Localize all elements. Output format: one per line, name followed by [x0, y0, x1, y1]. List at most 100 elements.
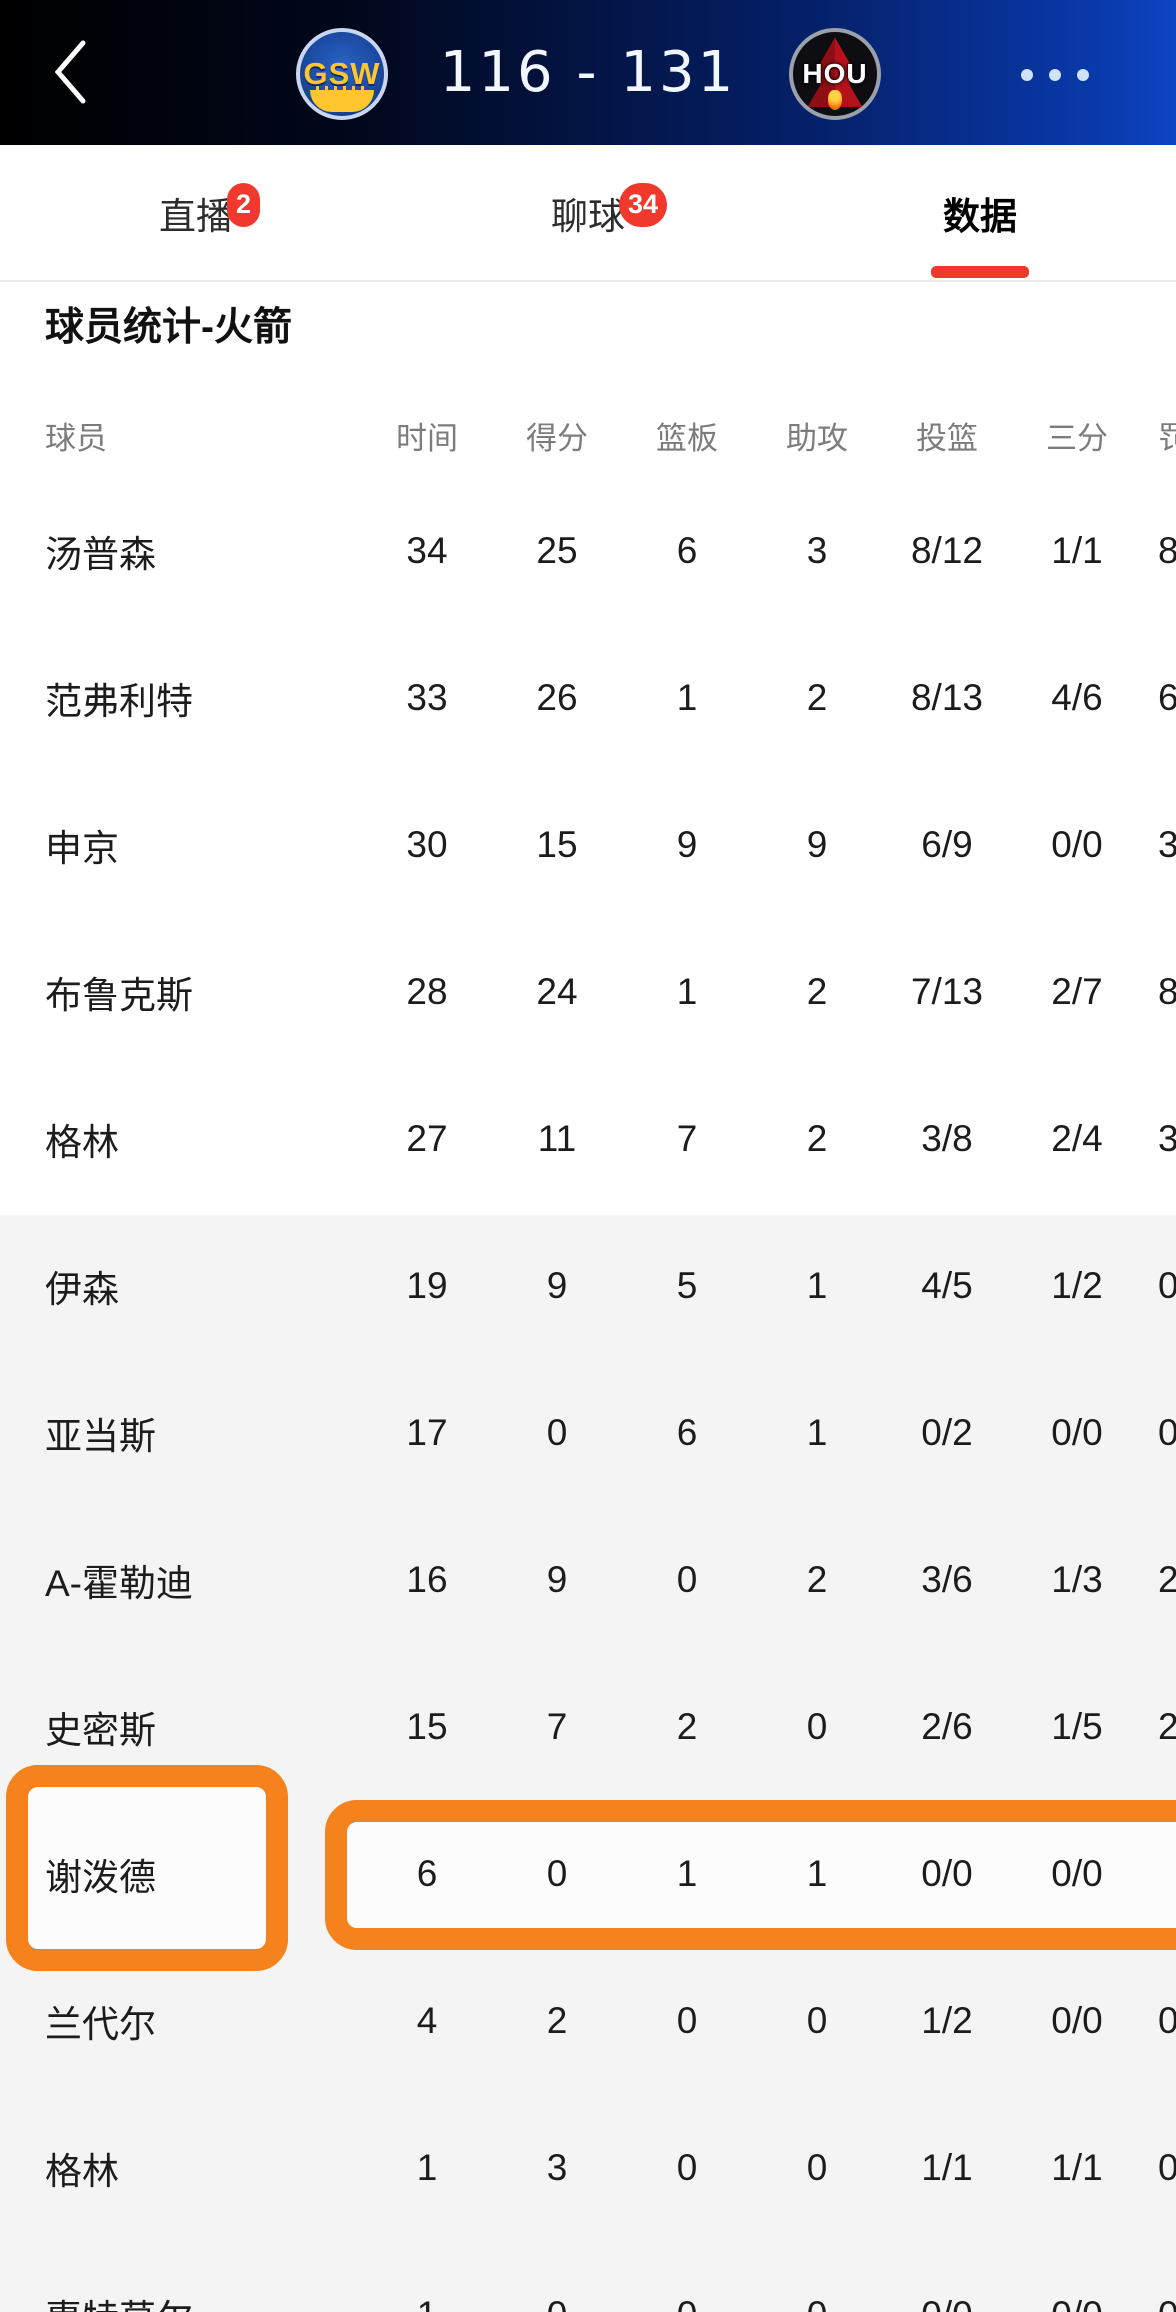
assists-value: 9 [806, 823, 828, 865]
ft-value-cutoff: 3 [1158, 1117, 1176, 1159]
3pt-value: 0/0 [1051, 1411, 1103, 1453]
assists-value: 2 [806, 1558, 828, 1600]
3pt-value: 2/7 [1051, 970, 1103, 1012]
table-header-row: 球员 时间 得分 篮板 助攻 投篮 三分 罚球 [0, 405, 1176, 465]
3pt-value: 0/0 [1051, 1999, 1103, 2041]
rebounds-value: 1 [676, 1852, 698, 1894]
ft-value-cutoff: 6 [1158, 676, 1176, 718]
table-row: 申京 30 15 9 9 6/9 0/0 3 [0, 771, 1176, 918]
fg-value: 8/12 [910, 529, 983, 571]
fg-value: 8/13 [910, 676, 983, 718]
assists-value: 1 [806, 1852, 828, 1894]
table-row: A-霍勒迪 16 9 0 2 3/6 1/3 2 [0, 1506, 1176, 1653]
points-value: 2 [546, 1999, 568, 2041]
rebounds-value: 0 [676, 1999, 698, 2041]
points-value: 0 [492, 2294, 622, 2312]
chat-unread-badge: 34 [619, 182, 668, 227]
table-row: 范弗利特 33 26 1 2 8/13 4/6 6 [0, 624, 1176, 771]
minutes-value: 34 [406, 529, 448, 571]
fg-value: 3/6 [921, 1558, 973, 1600]
back-button[interactable] [40, 36, 100, 110]
gsw-bridge [310, 90, 374, 112]
highlight-box-player-name [6, 1765, 288, 1971]
player-name: 兰代尔 [45, 2003, 156, 2045]
points-value: 25 [536, 529, 578, 571]
section-title: 球员统计-火箭 [45, 306, 292, 349]
3pt-value: 2/4 [1051, 1117, 1103, 1159]
points-value: 9 [546, 1264, 568, 1306]
col-minutes: 时间 [396, 420, 458, 456]
fg-value: 4/5 [921, 1264, 973, 1306]
home-team-logo: GSW [296, 28, 388, 120]
more-options-button[interactable] [1000, 58, 1110, 92]
col-fg: 投篮 [916, 420, 978, 456]
tab-chat[interactable]: 聊球 34 [392, 145, 784, 280]
rebounds-value: 1 [676, 970, 698, 1012]
player-name: 伊森 [45, 1268, 119, 1310]
match-score: 116 - 131 [439, 40, 737, 105]
match-header-bar: GSW 116 - 131 HOU [0, 0, 1176, 145]
col-ft-cutoff: 罚球 [1158, 420, 1176, 456]
minutes-value: 33 [406, 676, 448, 718]
player-name: 申京 [45, 827, 119, 869]
points-value: 15 [536, 823, 578, 865]
3pt-value: 1/3 [1051, 1558, 1103, 1600]
home-team-abbr: GSW [303, 56, 381, 91]
3pt-value: 4/6 [1051, 676, 1103, 718]
assists-value: 0 [752, 2294, 882, 2312]
rocket-flame-icon [828, 90, 842, 110]
player-name: 布鲁克斯 [45, 974, 193, 1016]
away-team-abbr: HOU [802, 58, 868, 89]
ft-value-cutoff: 2 [1158, 1705, 1176, 1747]
away-team-logo: HOU [789, 28, 881, 120]
table-row: 格林 27 11 7 2 3/8 2/4 3 [0, 1065, 1176, 1212]
col-assists: 助攻 [786, 420, 848, 456]
table-row-highlighted: 谢泼德 6 0 1 1 0/0 0/0 [0, 1800, 1176, 1947]
3pt-value: 1/5 [1051, 1705, 1103, 1747]
bench-section-background [0, 1215, 1176, 2312]
three-dots-icon [1021, 69, 1033, 81]
points-value: 9 [546, 1558, 568, 1600]
points-value: 7 [546, 1705, 568, 1747]
assists-value: 0 [806, 1999, 828, 2041]
ft-value-cutoff: 0 [1158, 2294, 1176, 2312]
tab-data[interactable]: 数据 [784, 145, 1176, 280]
rebounds-value: 0 [622, 2294, 752, 2312]
chevron-left-icon [51, 39, 89, 108]
minutes-value: 15 [406, 1705, 448, 1747]
stats-content: 球员统计-火箭 球员 时间 得分 篮板 助攻 投篮 三分 罚球 汤普森 34 2… [0, 282, 1176, 2312]
ft-value-cutoff: 8 [1158, 529, 1176, 571]
rebounds-value: 0 [676, 1558, 698, 1600]
assists-value: 1 [806, 1264, 828, 1306]
assists-value: 2 [806, 676, 828, 718]
rocket-icon [807, 37, 863, 107]
rebounds-value: 2 [676, 1705, 698, 1747]
assists-value: 3 [806, 529, 828, 571]
points-value: 11 [537, 1117, 577, 1159]
player-name: 亚当斯 [45, 1415, 156, 1457]
assists-value: 1 [806, 1411, 828, 1453]
player-name: 汤普森 [45, 533, 156, 575]
ft-value-cutoff: 3 [1158, 823, 1176, 865]
assists-value: 0 [806, 2146, 828, 2188]
player-name: 范弗利特 [45, 680, 193, 722]
rebounds-value: 0 [676, 2146, 698, 2188]
table-row: 亚当斯 17 0 6 1 0/2 0/0 0 [0, 1359, 1176, 1506]
player-name: A-霍勒迪 [45, 1562, 193, 1604]
minutes-value: 4 [416, 1999, 438, 2041]
table-row: 史密斯 15 7 2 0 2/6 1/5 2 [0, 1653, 1176, 1800]
ft-value-cutoff: 2 [1158, 1558, 1176, 1600]
points-value: 26 [536, 676, 578, 718]
ft-value-cutoff: 0 [1158, 1264, 1176, 1306]
minutes-value: 16 [406, 1558, 448, 1600]
fg-value: 3/8 [921, 1117, 973, 1159]
tab-live[interactable]: 直播 2 [0, 145, 392, 280]
fg-value: 1/2 [921, 1999, 973, 2041]
player-name: 谢泼德 [45, 1856, 156, 1898]
3pt-value: 0/0 [1051, 823, 1103, 865]
table-row: 格林 1 3 0 0 1/1 1/1 0 [0, 2094, 1176, 2241]
ft-value-cutoff: 0 [1158, 1999, 1176, 2041]
tab-bar: 直播 2 聊球 34 数据 [0, 145, 1176, 282]
col-player: 球员 [45, 420, 107, 456]
highlight-box-player-stats [325, 1800, 1176, 1950]
